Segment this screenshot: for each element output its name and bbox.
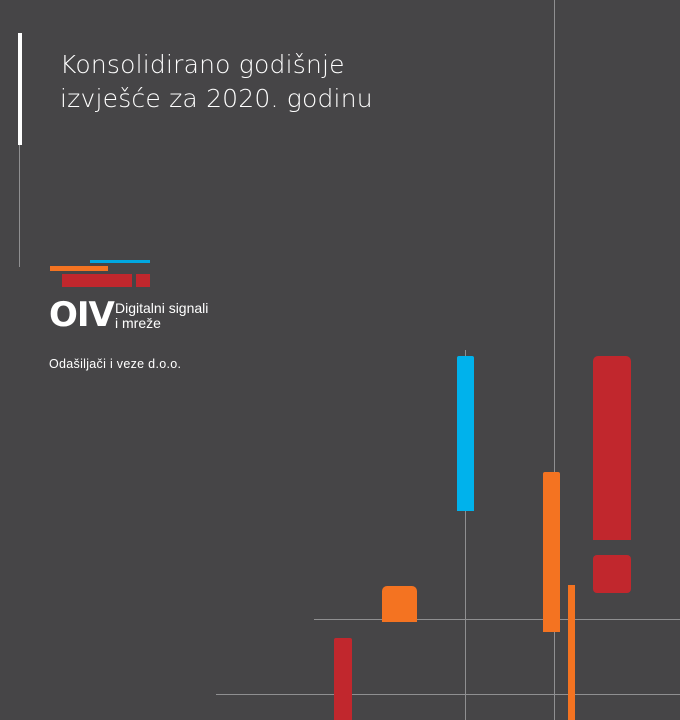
oiv-logo: OIV Digitalni signali i mreže <box>49 258 230 338</box>
decorative-red-square <box>593 555 631 593</box>
page-title: Konsolidirano godišnje izvješće za 2020.… <box>60 48 480 116</box>
horizontal-guide-line-lower <box>216 694 680 695</box>
title-accent-bar <box>18 33 22 145</box>
decorative-blue-bar <box>457 356 474 511</box>
decorative-red-bar-left <box>334 638 352 720</box>
logo-blue-stripe <box>90 260 150 263</box>
title-line-2: izvješće za 2020. godinu <box>60 84 373 113</box>
title-line-1: Konsolidirano godišnje <box>60 50 345 79</box>
decorative-red-bar-tall <box>593 356 631 540</box>
decorative-orange-bar-thin <box>568 585 575 720</box>
logo-red-stripe <box>62 274 132 287</box>
decorative-orange-bar-tall <box>543 472 560 632</box>
logo-wordmark: OIV <box>49 295 115 335</box>
left-guide-line <box>19 145 20 267</box>
vertical-guide-line-middle <box>465 350 466 720</box>
horizontal-guide-line-upper <box>314 619 680 620</box>
logo-red-square <box>136 274 150 287</box>
logo-subtitle-line-1: Digitalni signali <box>115 300 209 316</box>
logo-subtitle-line-2: i mreže <box>115 315 161 331</box>
logo-subtitle: Digitalni signali i mreže <box>115 301 208 331</box>
decorative-orange-square <box>382 586 417 622</box>
company-name: Odašiljači i veze d.o.o. <box>49 357 182 371</box>
logo-orange-stripe <box>50 266 108 271</box>
vertical-guide-line-right <box>554 0 555 720</box>
